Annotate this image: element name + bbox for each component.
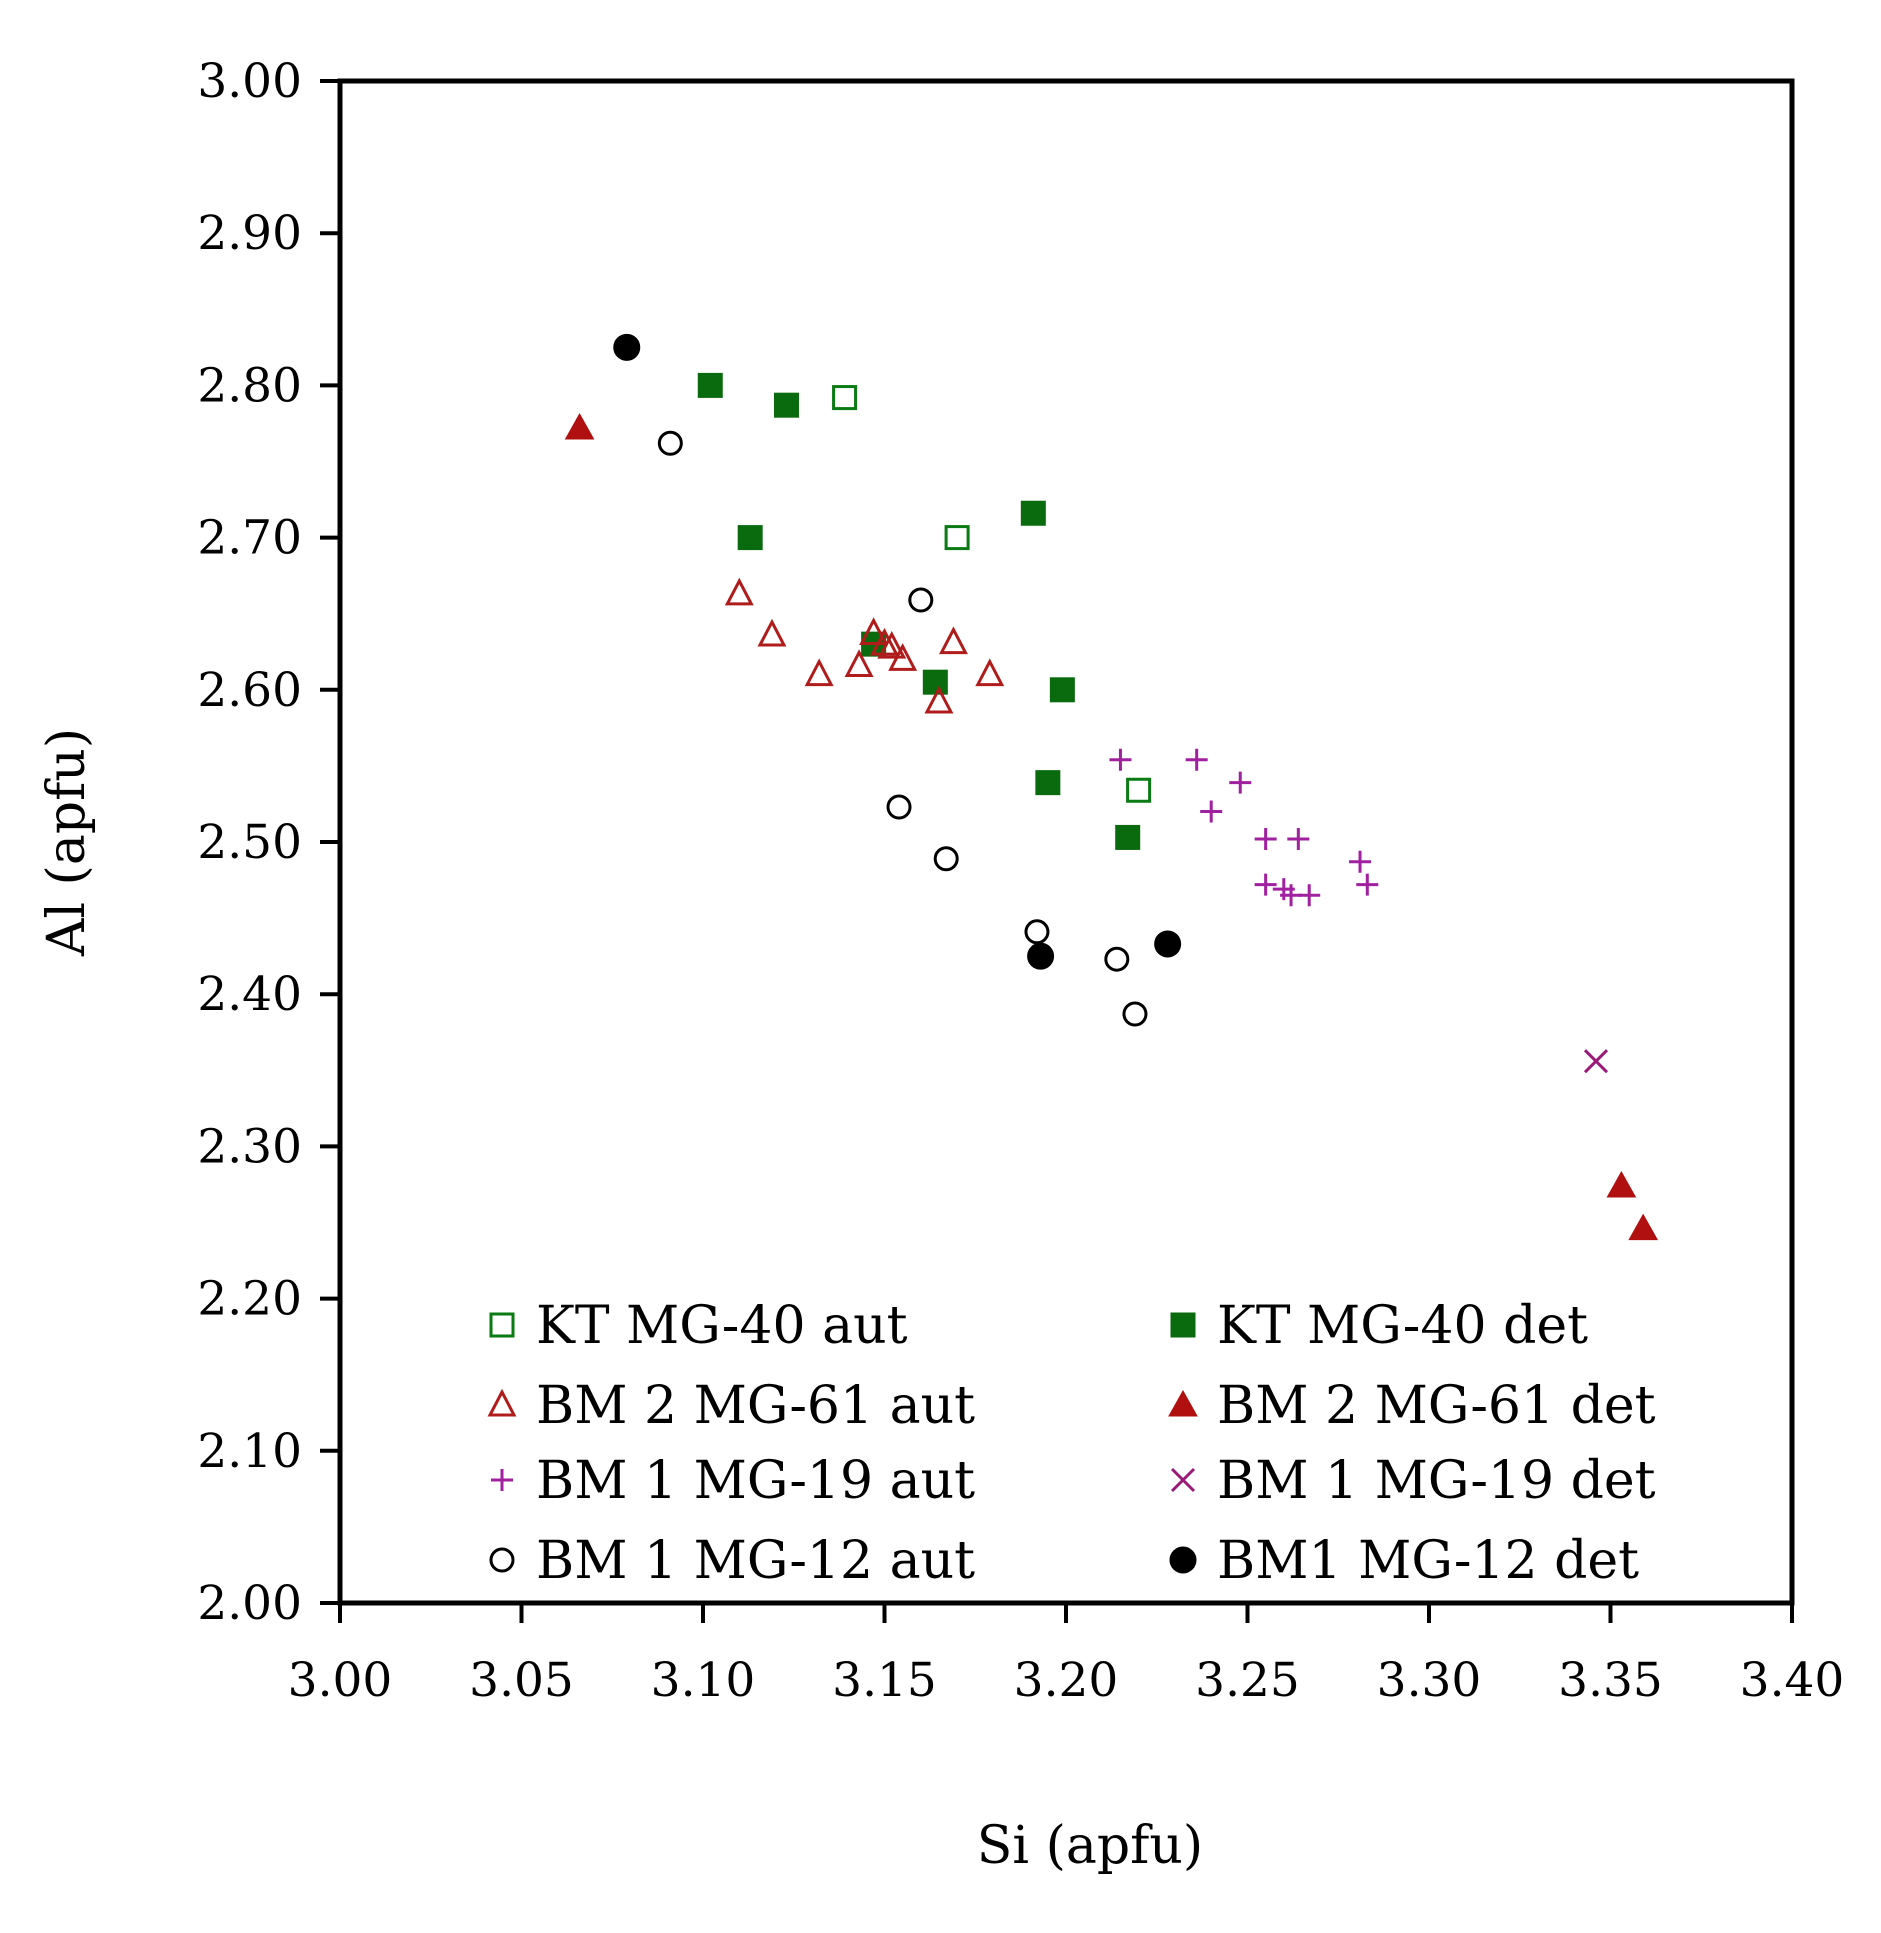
plot-area-frame (337, 78, 1795, 1606)
data-point (975, 658, 1005, 687)
data-point (657, 430, 683, 456)
y-tick-label: 2.60 (197, 663, 302, 718)
legend-marker (491, 1469, 513, 1491)
legend-label: BM 1 MG-19 det (1217, 1451, 1656, 1511)
data-point (1254, 873, 1277, 896)
data-point (804, 658, 834, 687)
data-point (870, 627, 899, 656)
data-point (844, 649, 874, 677)
series-bm-2-mg-61-det (564, 412, 1659, 1241)
data-points (564, 333, 1659, 1241)
legend-marker (487, 1388, 517, 1417)
data-point (908, 587, 934, 613)
x-tick-label: 3.40 (1740, 1653, 1845, 1708)
data-point (886, 794, 912, 820)
data-point (1298, 884, 1321, 907)
series-bm-1-mg-19-aut (1109, 748, 1379, 907)
legend-label: BM 2 MG-61 det (1217, 1376, 1656, 1436)
legend-label: BM 1 MG-19 aut (536, 1451, 975, 1511)
series-bm-1-mg-19-det (1583, 1049, 1609, 1074)
data-point (1024, 919, 1050, 945)
x-axis-ticks: 3.00 3.05 3.10 3.15 3.20 3.25 3.30 3.35 3.40 (288, 1603, 1845, 1708)
data-point (1628, 1213, 1659, 1241)
data-point (1020, 500, 1046, 526)
y-axis-title: Al (apfu) (37, 728, 97, 957)
legend-marker (1168, 1389, 1198, 1417)
x-tick-label: 3.20 (1014, 1653, 1119, 1708)
data-point (1606, 1170, 1637, 1198)
data-point (737, 525, 763, 551)
legend-marker (1169, 1546, 1197, 1574)
x-tick-label: 3.25 (1195, 1653, 1300, 1708)
x-tick-label: 3.00 (288, 1653, 393, 1708)
data-point (1200, 800, 1223, 823)
series-kt-mg-40-aut (832, 385, 1152, 803)
data-point (933, 846, 959, 872)
data-point (773, 392, 799, 418)
data-point (1583, 1049, 1609, 1074)
x-tick-label: 3.35 (1558, 1653, 1663, 1708)
legend-marker (489, 1312, 515, 1338)
series-bm-1-mg-12-aut (657, 430, 1148, 1027)
series-bm-2-mg-61-aut (724, 577, 1005, 714)
legend-label: KT MG-40 aut (536, 1296, 908, 1356)
y-tick-label: 2.00 (197, 1576, 302, 1631)
x-tick-label: 3.10 (651, 1653, 756, 1708)
data-point (1049, 677, 1075, 703)
data-point (1115, 824, 1141, 850)
data-point (832, 385, 858, 411)
data-point (924, 685, 954, 714)
legend-label: KT MG-40 det (1217, 1296, 1588, 1356)
data-point (1254, 827, 1277, 850)
y-tick-label: 2.50 (197, 815, 302, 870)
y-axis-ticks: 2.00 2.10 2.20 2.30 2.40 2.50 2.60 2.70 2.80 2.90… (197, 54, 340, 1631)
data-point (1104, 946, 1130, 972)
data-point (1126, 777, 1152, 803)
data-point (938, 626, 968, 655)
data-point (1122, 1001, 1148, 1027)
y-tick-label: 2.90 (197, 206, 302, 261)
data-point (1185, 748, 1208, 771)
data-point (922, 669, 948, 695)
data-point (859, 617, 889, 645)
legend-label: BM1 MG-12 det (1217, 1531, 1639, 1591)
y-tick-label: 2.10 (197, 1424, 302, 1479)
y-tick-label: 2.30 (197, 1119, 302, 1174)
data-point (697, 372, 723, 398)
data-point (564, 412, 595, 440)
legend-label: BM 2 MG-61 aut (536, 1376, 975, 1436)
data-point (1109, 748, 1132, 771)
legend-label: BM 1 MG-12 aut (536, 1531, 975, 1591)
x-tick-label: 3.15 (832, 1653, 937, 1708)
data-point (1154, 930, 1182, 958)
data-point (1035, 770, 1061, 796)
data-point (877, 630, 907, 659)
data-point (1356, 873, 1379, 896)
legend-marker (1170, 1312, 1196, 1338)
legend-marker (489, 1547, 515, 1573)
data-point (944, 525, 970, 551)
y-tick-label: 2.40 (197, 967, 302, 1022)
data-point (1349, 850, 1372, 873)
legend-marker (1170, 1467, 1196, 1493)
legend: KT MG-40 aut KT MG-40 det BM 2 MG-61 aut BM… (487, 1296, 1656, 1591)
data-point (757, 618, 787, 647)
x-tick-label: 3.05 (469, 1653, 574, 1708)
data-point (724, 577, 754, 606)
y-tick-label: 2.70 (197, 511, 302, 566)
data-point (1287, 827, 1310, 850)
data-point (1027, 942, 1055, 970)
data-point (1229, 771, 1252, 794)
series-bm1-mg-12-det (613, 333, 1182, 970)
y-tick-label: 2.80 (197, 358, 302, 413)
x-axis-title: Si (apfu) (977, 1816, 1203, 1876)
data-point (888, 643, 918, 671)
data-point (613, 333, 641, 361)
x-tick-label: 3.30 (1377, 1653, 1482, 1708)
y-tick-label: 2.20 (197, 1272, 302, 1327)
y-tick-label: 3.00 (197, 54, 302, 109)
